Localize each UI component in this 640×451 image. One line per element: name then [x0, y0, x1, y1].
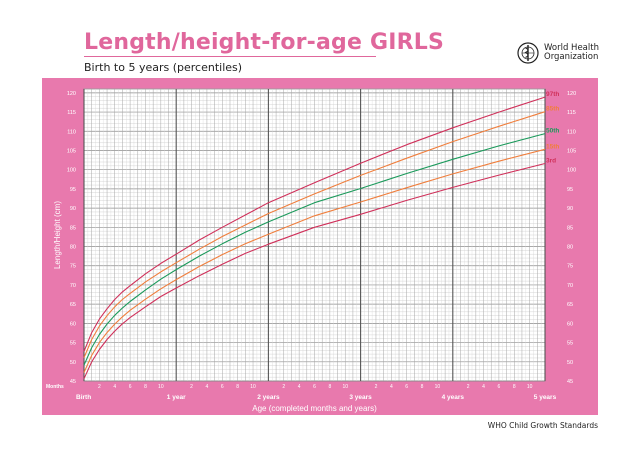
y-axis-title: Length/Height (cm) [53, 201, 62, 269]
y-tick-label-left: 110 [67, 129, 76, 135]
x-month-tick-label: 2 [375, 384, 378, 390]
percentile-line-85th [83, 111, 546, 358]
x-month-tick-label: 8 [236, 384, 239, 390]
y-tick-label-right: 80 [567, 245, 573, 251]
percentile-label-97th: 97th [546, 91, 559, 98]
x-month-tick-label: 10 [250, 384, 256, 390]
y-tick-label-left: 75 [70, 264, 76, 270]
y-tick-label-right: 70 [567, 283, 573, 289]
y-tick-label-left: 115 [67, 110, 76, 116]
y-tick-label-left: 55 [70, 341, 76, 347]
y-tick-label-left: 80 [70, 245, 76, 251]
percentile-label-85th: 85th [546, 106, 559, 113]
x-month-tick-label: 6 [221, 384, 224, 390]
x-month-tick-label: 4 [206, 384, 209, 390]
y-tick-label-right: 110 [567, 129, 576, 135]
y-tick-label-left: 70 [70, 283, 76, 289]
x-month-tick-label: 6 [405, 384, 408, 390]
x-year-label: 5 years [534, 394, 557, 401]
x-year-label: Birth [76, 394, 91, 401]
title-divider [84, 56, 376, 57]
x-month-tick-label: 2 [282, 384, 285, 390]
x-month-tick-label: 10 [158, 384, 164, 390]
x-month-tick-label: 4 [390, 384, 393, 390]
percentile-line-97th [83, 96, 546, 352]
who-emblem-icon [517, 42, 539, 64]
y-tick-label-right: 50 [567, 360, 573, 366]
x-month-tick-label: 8 [421, 384, 424, 390]
x-month-tick-label: 4 [482, 384, 485, 390]
y-tick-label-right: 60 [567, 321, 573, 327]
x-month-tick-label: 8 [513, 384, 516, 390]
x-month-tick-label: 10 [435, 384, 441, 390]
x-month-tick-label: 4 [113, 384, 116, 390]
y-tick-label-left: 45 [70, 379, 76, 385]
percentile-line-15th [83, 148, 546, 373]
x-month-tick-label: 2 [190, 384, 193, 390]
y-tick-label-left: 120 [67, 91, 76, 97]
x-month-tick-label: 6 [313, 384, 316, 390]
y-tick-label-left: 60 [70, 321, 76, 327]
x-year-label: 1 year [167, 394, 186, 401]
y-tick-label-right: 65 [567, 302, 573, 308]
y-tick-label-right: 95 [567, 187, 573, 193]
y-tick-label-right: 45 [567, 379, 573, 385]
x-month-tick-label: 6 [129, 384, 132, 390]
x-year-label: 2 years [257, 394, 280, 401]
source-note: WHO Child Growth Standards [487, 421, 598, 430]
x-month-tick-label: 8 [328, 384, 331, 390]
y-tick-label-left: 100 [67, 168, 76, 174]
y-tick-label-left: 50 [70, 360, 76, 366]
x-month-tick-label: 8 [144, 384, 147, 390]
x-month-tick-label: 2 [98, 384, 101, 390]
org-name-line2: Organization [544, 52, 599, 62]
org-name-line1: World Health [544, 43, 599, 53]
x-month-tick-label: 10 [342, 384, 348, 390]
percentile-line-3rd [83, 162, 546, 379]
x-month-tick-label: 4 [298, 384, 301, 390]
x-year-label: 3 years [349, 394, 372, 401]
x-axis-title: Age (completed months and years) [252, 404, 377, 413]
percentile-label-15th: 15th [546, 143, 559, 150]
y-tick-label-right: 85 [567, 225, 573, 231]
who-logo: World Health Organization [517, 42, 607, 66]
y-tick-label-right: 100 [567, 168, 576, 174]
percentile-line-50th [83, 133, 546, 366]
y-tick-label-left: 85 [70, 225, 76, 231]
y-tick-label-right: 55 [567, 341, 573, 347]
y-tick-label-right: 90 [567, 206, 573, 212]
y-tick-label-right: 120 [567, 91, 576, 97]
y-tick-label-right: 75 [567, 264, 573, 270]
chart-subtitle: Birth to 5 years (percentiles) [84, 61, 243, 74]
x-month-tick-label: 6 [498, 384, 501, 390]
x-month-tick-label: 2 [467, 384, 470, 390]
x-month-tick-label: 10 [527, 384, 533, 390]
y-tick-label-left: 65 [70, 302, 76, 308]
y-tick-label-right: 115 [567, 110, 576, 116]
chart-title: Length/height-for-age GIRLS [84, 30, 445, 55]
x-months-label: Months [46, 384, 64, 390]
x-year-label: 4 years [442, 394, 465, 401]
percentile-label-50th: 50th [546, 128, 559, 135]
y-tick-label-right: 105 [567, 148, 576, 154]
percentile-label-3rd: 3rd [546, 158, 556, 165]
y-tick-label-left: 95 [70, 187, 76, 193]
y-tick-label-left: 90 [70, 206, 76, 212]
y-tick-label-left: 105 [67, 148, 76, 154]
